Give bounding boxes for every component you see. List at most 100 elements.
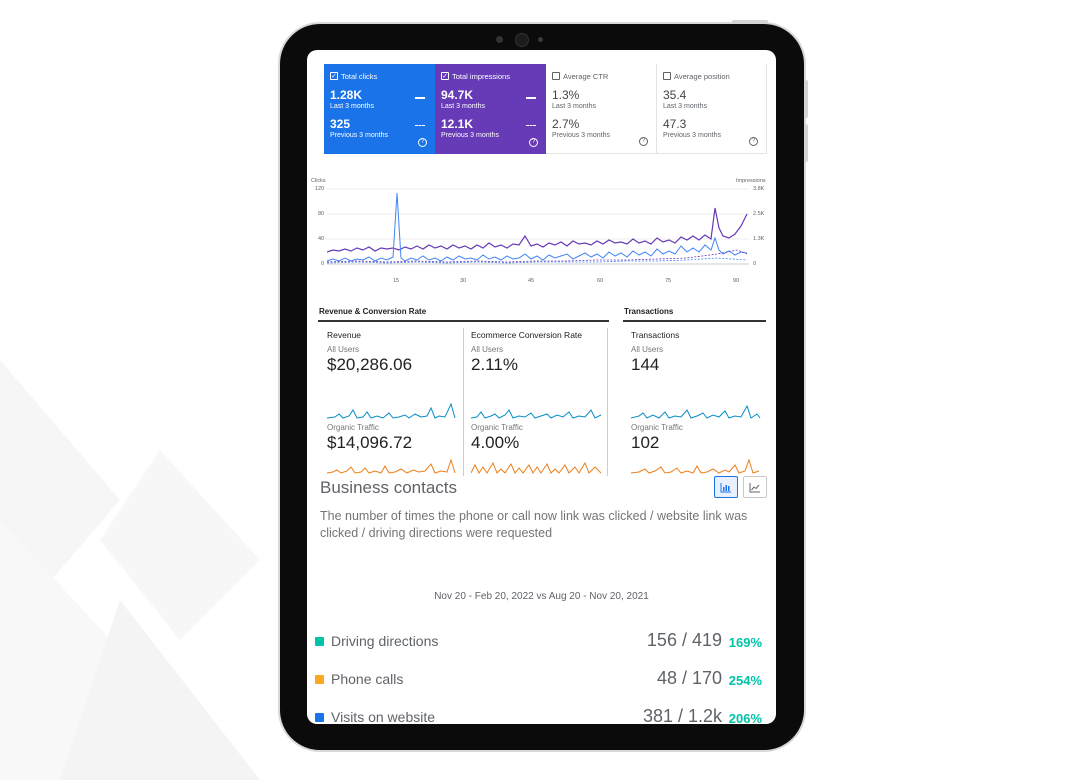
light-sensor-icon [538, 37, 543, 42]
solid-line-legend-icon [415, 97, 425, 99]
kpi-value: $20,286.06 [327, 355, 413, 374]
dashed-line-legend-icon [415, 125, 425, 126]
kpi-name: Transactions [631, 330, 680, 340]
column-divider [607, 328, 608, 476]
metric-value: 1.3% [552, 88, 580, 102]
kpi-segment-label: Organic Traffic [631, 423, 683, 432]
checkbox-unchecked-icon[interactable] [663, 72, 671, 80]
help-icon[interactable]: ? [418, 138, 427, 147]
metric-previous-period: Previous 3 months [552, 132, 610, 139]
contact-label: Driving directions [331, 633, 439, 649]
tablet-volume-up-button [804, 80, 808, 118]
right-tick: 2.5K [753, 211, 765, 217]
kpi-transactions: Transactions All Users 144 [631, 330, 771, 375]
kpi-conversion-rate-organic: Organic Traffic 4.00% [471, 423, 611, 453]
left-tick: 0 [321, 261, 325, 267]
x-tick: 60 [597, 278, 604, 284]
tablet-volume-down-button [804, 124, 808, 162]
checkbox-checked-icon[interactable]: ✓ [330, 72, 338, 80]
kpi-value: 144 [631, 355, 660, 374]
metric-card-average-position[interactable]: Average position 35.4 Last 3 months 47.3… [657, 64, 767, 154]
metric-value: 35.4 [663, 88, 687, 102]
x-tick: 45 [528, 278, 535, 284]
x-tick: 15 [393, 278, 400, 284]
transactions-section-underline [623, 320, 766, 322]
help-icon[interactable]: ? [639, 137, 648, 146]
checkbox-checked-icon[interactable]: ✓ [441, 72, 449, 80]
contact-label: Visits on website [331, 709, 436, 724]
clicks-previous-line [327, 257, 748, 264]
clicks-line [327, 192, 748, 262]
kpi-segment-label: All Users [327, 345, 360, 354]
dashed-line-legend-icon [526, 125, 536, 126]
contact-change: 169% [728, 635, 762, 650]
help-icon[interactable]: ? [529, 138, 538, 147]
metric-label: Total clicks [341, 71, 378, 81]
metric-card-average-ctr[interactable]: Average CTR 1.3% Last 3 months 2.7% Prev… [546, 64, 657, 154]
kpi-segment-label: Organic Traffic [471, 423, 523, 432]
tablet-frame: ✓ Total clicks 1.28K Last 3 months 325 Pr… [280, 20, 808, 750]
kpi-revenue-organic: Organic Traffic $14,096.72 [327, 423, 467, 453]
contact-change: 254% [728, 673, 762, 688]
line-chart-view-button[interactable] [743, 476, 767, 498]
right-tick: 0 [753, 261, 757, 267]
sparkline-transactions-organic [631, 458, 760, 474]
legend-swatch [315, 713, 324, 722]
metric-label: Total impressions [452, 71, 510, 81]
legend-swatch [315, 637, 324, 646]
checkbox-unchecked-icon[interactable] [552, 72, 560, 80]
kpi-segment-label: All Users [631, 345, 664, 354]
sensor-icon [496, 36, 503, 43]
bar-chart-view-button[interactable] [714, 476, 738, 498]
sparkline-transactions-all-users [631, 404, 761, 419]
sparkline-conversion-organic [471, 461, 602, 474]
help-icon[interactable]: ? [749, 137, 758, 146]
camera-icon [516, 34, 528, 46]
contact-value: 381 / 1.2k [642, 706, 722, 724]
left-tick: 120 [315, 186, 325, 192]
contact-row-phone-calls: Phone calls 48 / 170 254% [315, 668, 762, 690]
metric-previous-period: Previous 3 months [663, 132, 721, 139]
revenue-section-title: Revenue & Conversion Rate [319, 307, 427, 316]
metric-previous-period: Previous 3 months [330, 132, 388, 139]
sparkline-revenue-all-users [327, 402, 456, 419]
metric-previous-value: 47.3 [663, 117, 687, 131]
contact-label: Phone calls [331, 671, 404, 687]
left-tick: 80 [318, 211, 325, 217]
metric-value: 1.28K [330, 88, 363, 102]
x-tick: 75 [665, 278, 672, 284]
metric-card-total-impressions[interactable]: ✓ Total impressions 94.7K Last 3 months 1… [435, 64, 546, 154]
metric-previous-period: Previous 3 months [441, 132, 499, 139]
kpi-value: 4.00% [471, 433, 520, 452]
x-tick: 90 [733, 278, 740, 284]
kpi-conversion-rate: Ecommerce Conversion Rate All Users 2.11… [471, 330, 611, 375]
line-chart-icon [749, 482, 760, 492]
metric-label: Average position [674, 71, 730, 81]
x-tick: 30 [460, 278, 467, 284]
contact-row-visits-on-website: Visits on website 381 / 1.2k 206% [315, 706, 762, 724]
column-divider [463, 328, 464, 476]
kpi-segment-label: All Users [471, 345, 504, 354]
contact-value: 156 / 419 [646, 630, 722, 650]
date-range: Nov 20 - Feb 20, 2022 vs Aug 20 - Nov 20… [434, 591, 649, 602]
sparkline-revenue-organic [327, 458, 456, 474]
revenue-section-underline [318, 320, 609, 322]
contact-change: 206% [728, 711, 762, 724]
kpi-value: $14,096.72 [327, 433, 413, 452]
kpi-name: Ecommerce Conversion Rate [471, 330, 583, 340]
business-contacts-title: Business contacts [320, 478, 458, 497]
impressions-previous-line [327, 249, 748, 263]
legend-swatch [315, 675, 324, 684]
right-axis-title: Impressions [736, 178, 766, 184]
metric-previous-value: 325 [330, 117, 351, 131]
business-contacts-description: The number of times the phone or call no… [320, 509, 748, 540]
contact-row-driving-directions: Driving directions 156 / 419 169% [315, 630, 762, 652]
kpi-transactions-organic: Organic Traffic 102 [631, 423, 771, 453]
metric-card-total-clicks[interactable]: ✓ Total clicks 1.28K Last 3 months 325 Pr… [324, 64, 435, 154]
metric-period: Last 3 months [552, 103, 596, 110]
metric-label: Average CTR [563, 71, 609, 81]
right-tick: 3.8K [753, 186, 765, 192]
performance-line-chart [327, 188, 749, 265]
left-axis-title: Clicks [311, 178, 326, 184]
